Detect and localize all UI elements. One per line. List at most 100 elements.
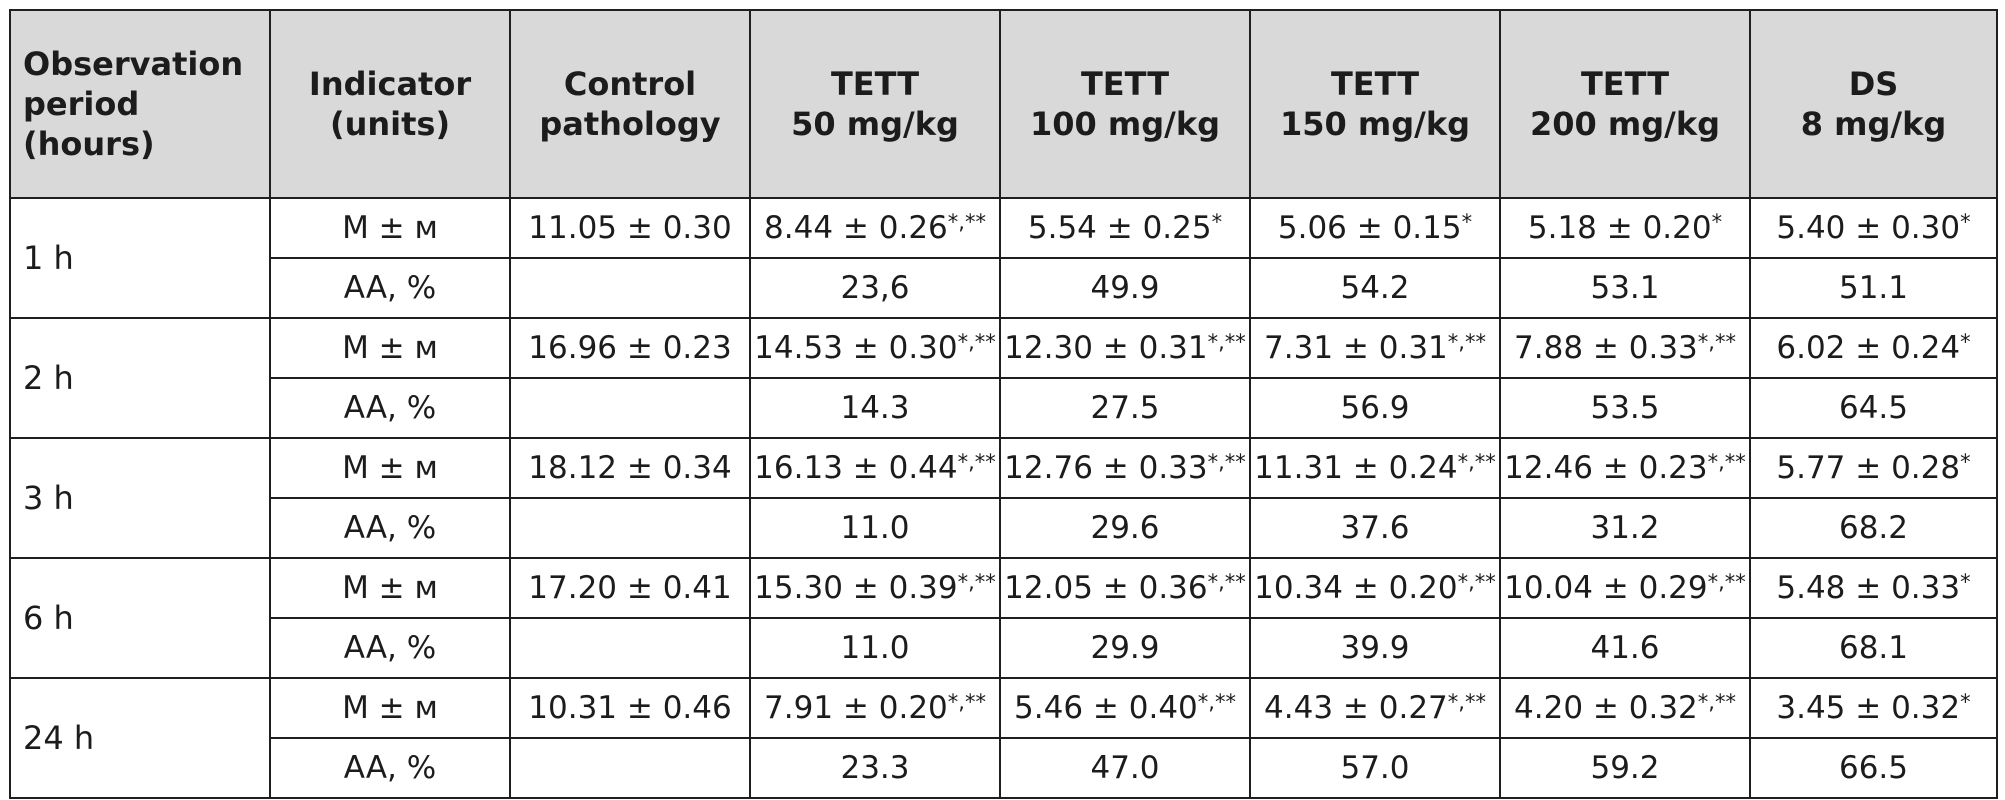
period-cell: 24 h — [9, 677, 271, 799]
significance-marker: *,** — [957, 450, 996, 474]
cell-value: 4.43 ± 0.27 — [1264, 690, 1448, 726]
cell-value: 12.05 ± 0.36 — [1004, 570, 1208, 606]
value-cell: 5.40 ± 0.30* — [1749, 197, 1998, 259]
table-row: AA, % 23.3 47.0 57.0 59.2 66.5 — [10, 737, 1998, 799]
column-header-line: 50 mg/kg — [791, 105, 959, 143]
table-container: Observation period (hours) Indicator (units)… — [9, 9, 1998, 799]
cell-value: 47.0 — [1090, 750, 1160, 786]
column-header: TETT 150 mg/kg — [1249, 9, 1501, 199]
value-cell: 49.9 — [999, 257, 1251, 319]
value-cell: 29.6 — [999, 497, 1251, 559]
value-cell: 5.77 ± 0.28* — [1749, 437, 1998, 499]
value-cell: 39.9 — [1249, 617, 1501, 679]
column-header-line: Indicator — [308, 65, 472, 103]
cell-value: 68.2 — [1838, 510, 1909, 546]
indicator-cell: AA, % — [269, 377, 511, 439]
column-header-line: TETT — [830, 65, 920, 103]
significance-marker: *,** — [1457, 450, 1496, 474]
indicator-cell: M ± м — [269, 677, 511, 739]
value-cell: 5.48 ± 0.33* — [1749, 557, 1998, 619]
value-cell: 7.31 ± 0.31*,** — [1249, 317, 1501, 379]
cell-value: 5.18 ± 0.20 — [1527, 210, 1712, 246]
column-header: Observation period (hours) — [9, 9, 271, 199]
significance-marker: *,** — [1197, 690, 1236, 714]
significance-marker: * — [1960, 570, 1971, 594]
value-cell: 16.96 ± 0.23 — [509, 317, 751, 379]
cell-value: 5.48 ± 0.33 — [1776, 570, 1961, 606]
cell-value: 8.44 ± 0.26 — [764, 210, 948, 246]
results-table: Observation period (hours) Indicator (units)… — [9, 9, 1998, 799]
value-cell: 18.12 ± 0.34 — [509, 437, 751, 499]
value-cell: 12.30 ± 0.31*,** — [999, 317, 1251, 379]
significance-marker: *,** — [1207, 330, 1246, 354]
period-cell: 6 h — [9, 557, 271, 679]
column-header-line: 8 mg/kg — [1800, 105, 1947, 143]
value-cell: 23.3 — [749, 737, 1001, 799]
significance-marker: *,** — [957, 570, 996, 594]
significance-marker: * — [1960, 210, 1971, 234]
cell-value: 64.5 — [1838, 390, 1909, 426]
column-header-line: pathology — [539, 105, 721, 143]
cell-value: 11.0 — [840, 510, 910, 546]
significance-marker: * — [1960, 450, 1971, 474]
value-cell: 68.2 — [1749, 497, 1998, 559]
cell-value: 7.31 ± 0.31 — [1264, 330, 1448, 366]
column-header-line: period — [23, 85, 140, 123]
cell-value: 49.9 — [1090, 270, 1160, 306]
indicator-cell: AA, % — [269, 257, 511, 319]
value-cell — [509, 737, 751, 799]
cell-value: 18.12 ± 0.34 — [528, 450, 732, 486]
column-header-line: TETT — [1330, 65, 1420, 103]
value-cell: 59.2 — [1499, 737, 1751, 799]
significance-marker: * — [1711, 210, 1723, 234]
cell-value: 54.2 — [1340, 270, 1410, 306]
cell-value: 37.6 — [1340, 510, 1410, 546]
cell-value: 12.30 ± 0.31 — [1004, 330, 1208, 366]
value-cell: 4.43 ± 0.27*,** — [1249, 677, 1501, 739]
value-cell: 5.54 ± 0.25* — [999, 197, 1251, 259]
cell-value: 29.9 — [1090, 630, 1160, 666]
column-header: Control pathology — [509, 9, 751, 199]
significance-marker: *,** — [1707, 450, 1746, 474]
column-header: TETT 100 mg/kg — [999, 9, 1251, 199]
column-header-line: 100 mg/kg — [1029, 105, 1221, 143]
cell-value: 5.77 ± 0.28 — [1776, 450, 1961, 486]
value-cell: 6.02 ± 0.24* — [1749, 317, 1998, 379]
cell-value: 56.9 — [1340, 390, 1410, 426]
indicator-cell: M ± м — [269, 197, 511, 259]
value-cell: 68.1 — [1749, 617, 1998, 679]
cell-value: 23.3 — [840, 750, 910, 786]
cell-value: 27.5 — [1090, 390, 1160, 426]
column-header: Indicator (units) — [269, 9, 511, 199]
value-cell: 53.5 — [1499, 377, 1751, 439]
value-cell: 15.30 ± 0.39*,** — [749, 557, 1001, 619]
cell-value: 39.9 — [1340, 630, 1410, 666]
cell-value: 10.31 ± 0.46 — [528, 690, 732, 726]
value-cell: 12.76 ± 0.33*,** — [999, 437, 1251, 499]
cell-value: 57.0 — [1340, 750, 1410, 786]
cell-value: 5.46 ± 0.40 — [1014, 690, 1198, 726]
value-cell: 53.1 — [1499, 257, 1751, 319]
column-header-line: TETT — [1580, 65, 1670, 103]
value-cell: 54.2 — [1249, 257, 1501, 319]
cell-value: 4.20 ± 0.32 — [1514, 690, 1698, 726]
period-cell: 3 h — [9, 437, 271, 559]
cell-value: 12.46 ± 0.23 — [1504, 450, 1708, 486]
cell-value: 29.6 — [1090, 510, 1160, 546]
column-header: TETT 200 mg/kg — [1499, 9, 1751, 199]
significance-marker: * — [1960, 330, 1971, 354]
cell-value: 68.1 — [1838, 630, 1909, 666]
value-cell: 11.0 — [749, 617, 1001, 679]
value-cell: 10.34 ± 0.20*,** — [1249, 557, 1501, 619]
column-header-line: (units) — [329, 105, 451, 143]
cell-value: 7.88 ± 0.33 — [1514, 330, 1698, 366]
cell-value: 3.45 ± 0.32 — [1776, 690, 1961, 726]
value-cell: 8.44 ± 0.26*,** — [749, 197, 1001, 259]
significance-marker: *,** — [957, 330, 996, 354]
significance-marker: *,** — [947, 690, 986, 714]
cell-value: 51.1 — [1838, 270, 1909, 306]
